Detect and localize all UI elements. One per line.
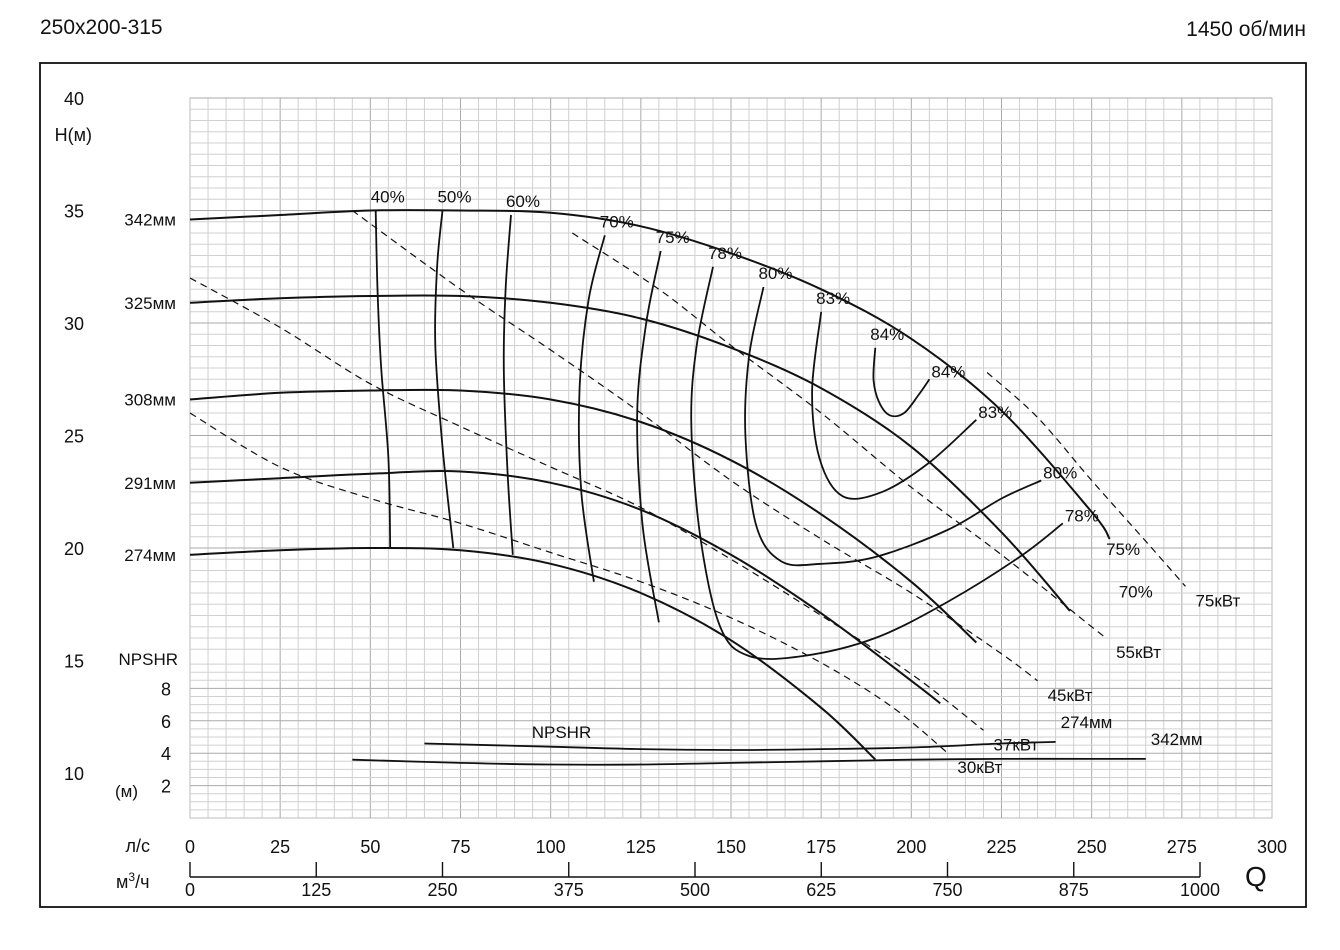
grid xyxy=(189,97,1273,819)
efficiency-label-end: 70% xyxy=(1119,583,1153,602)
npsh-unit-label: (м) xyxy=(115,782,138,801)
efficiency-label-top: 50% xyxy=(437,188,471,207)
power-curve xyxy=(189,277,984,731)
flow-m3h-tick-label: 875 xyxy=(1059,880,1089,900)
impeller-curve-label: 308мм xyxy=(124,391,176,410)
power-curve-label: 30кВт xyxy=(957,758,1002,777)
impeller-curve xyxy=(189,294,1071,612)
impeller-curve xyxy=(189,470,941,705)
efficiency-label-end: 75% xyxy=(1106,540,1140,559)
flow-ls-tick-label: 250 xyxy=(1077,837,1107,857)
efficiency-label-end: 84% xyxy=(931,362,965,381)
npsh-curve-label: 342мм xyxy=(1151,730,1203,749)
efficiency-label-top: 78% xyxy=(708,244,742,263)
impeller-curve xyxy=(189,209,1111,540)
head-tick-label: 15 xyxy=(64,652,84,672)
efficiency-curve xyxy=(811,311,977,500)
efficiency-curve xyxy=(578,235,606,582)
flow-ls-tick-label: 100 xyxy=(536,837,566,857)
flow-m3h-tick-label: 125 xyxy=(301,880,331,900)
axes: 10 15 20 25 30 35 40 H(м) NPSHR 2 4 6 8 (м) л/с 0 25 50 75… xyxy=(55,89,1287,900)
flow-ls-tick-label: 225 xyxy=(986,837,1016,857)
header-svg: 250х200-315 1450 об/мин xyxy=(40,16,1306,41)
efficiency-label-top: 70% xyxy=(600,212,634,231)
flow-ls-unit: л/с xyxy=(125,836,150,856)
flow-m3h-tick-label: 500 xyxy=(680,880,710,900)
flow-m3h-tick-label: 625 xyxy=(806,880,836,900)
power-curve xyxy=(986,372,1186,587)
efficiency-label-top: 40% xyxy=(371,188,405,207)
head-tick-label: 20 xyxy=(64,539,84,559)
head-tick-label: 10 xyxy=(64,764,84,784)
npsh-curve xyxy=(352,757,1146,766)
power-curve-label: 55кВт xyxy=(1116,643,1161,662)
npsh-series-label: NPSHR xyxy=(532,723,592,742)
power-curve xyxy=(189,412,948,754)
impeller-curve xyxy=(189,546,876,761)
head-tick-label: 40 xyxy=(64,89,84,109)
impeller-curve-label: 291мм xyxy=(124,474,176,493)
flow-m3h-unit: м3/ч xyxy=(116,870,149,892)
efficiency-label-top: 84% xyxy=(870,325,904,344)
flow-m3h-tick-label: 250 xyxy=(427,880,457,900)
speed-label: 1450 об/мин xyxy=(1186,18,1306,41)
npsh-axis-title: NPSHR xyxy=(118,650,178,669)
npsh-tick-label: 8 xyxy=(161,679,171,699)
chart-frame xyxy=(39,62,1307,908)
power-curve-label: 37кВт xyxy=(993,735,1038,754)
npsh-tick-label: 4 xyxy=(161,744,171,764)
flow-m3h-tick-label: 375 xyxy=(554,880,584,900)
efficiency-curve xyxy=(636,250,662,623)
flow-ls-tick-label: 150 xyxy=(716,837,746,857)
head-tick-label: 30 xyxy=(64,314,84,334)
npsh-tick-label: 6 xyxy=(161,712,171,732)
efficiency-label-end: 78% xyxy=(1065,506,1099,525)
impeller-curve-label: 274мм xyxy=(124,546,176,565)
curve-labels: 30кВт 37кВт 45кВт 55кВт 75кВт 342мм 325мм 308мм… xyxy=(124,188,1240,777)
flow-axis-symbol: Q xyxy=(1245,861,1267,892)
efficiency-curve xyxy=(374,210,392,549)
flow-ls-tick-label: 125 xyxy=(626,837,656,857)
flow-m3h-tick-label: 0 xyxy=(185,880,195,900)
efficiency-label-end: 80% xyxy=(1043,464,1077,483)
npsh-curve xyxy=(424,741,1056,751)
power-curve-label: 75кВт xyxy=(1195,591,1240,610)
head-tick-label: 25 xyxy=(64,427,84,447)
npsh-curve-label: 274мм xyxy=(1061,713,1113,732)
impeller-curve xyxy=(189,388,977,644)
flow-ls-tick-label: 75 xyxy=(450,837,470,857)
power-curve-label: 45кВт xyxy=(1048,686,1093,705)
efficiency-label-top: 75% xyxy=(656,228,690,247)
flow-m3h-tick-label: 750 xyxy=(932,880,962,900)
efficiency-label-top: 83% xyxy=(816,289,850,308)
flow-ls-tick-label: 175 xyxy=(806,837,836,857)
efficiency-curve xyxy=(744,286,1042,567)
flow-ls-tick-label: 50 xyxy=(360,837,380,857)
head-tick-label: 35 xyxy=(64,202,84,222)
efficiency-curve xyxy=(690,266,1064,660)
flow-ls-tick-label: 300 xyxy=(1257,837,1287,857)
npsh-tick-label: 2 xyxy=(161,777,171,797)
impeller-curve-label: 325мм xyxy=(124,294,176,313)
flow-ls-tick-label: 25 xyxy=(270,837,290,857)
flow-m3h-tick-label: 1000 xyxy=(1180,880,1220,900)
efficiency-label-top: 80% xyxy=(758,264,792,283)
head-axis-label: H(м) xyxy=(55,125,92,145)
efficiency-curve xyxy=(872,347,931,418)
efficiency-curve xyxy=(434,210,455,549)
flow-ls-tick-label: 200 xyxy=(896,837,926,857)
curves xyxy=(189,209,1186,766)
model-label: 250х200-315 xyxy=(40,16,163,39)
efficiency-curve xyxy=(502,214,514,555)
flow-ls-tick-label: 275 xyxy=(1167,837,1197,857)
flow-ls-tick-label: 0 xyxy=(185,837,195,857)
efficiency-label-end: 83% xyxy=(978,403,1012,422)
impeller-curve-label: 342мм xyxy=(124,211,176,230)
efficiency-label-top: 60% xyxy=(506,192,540,211)
